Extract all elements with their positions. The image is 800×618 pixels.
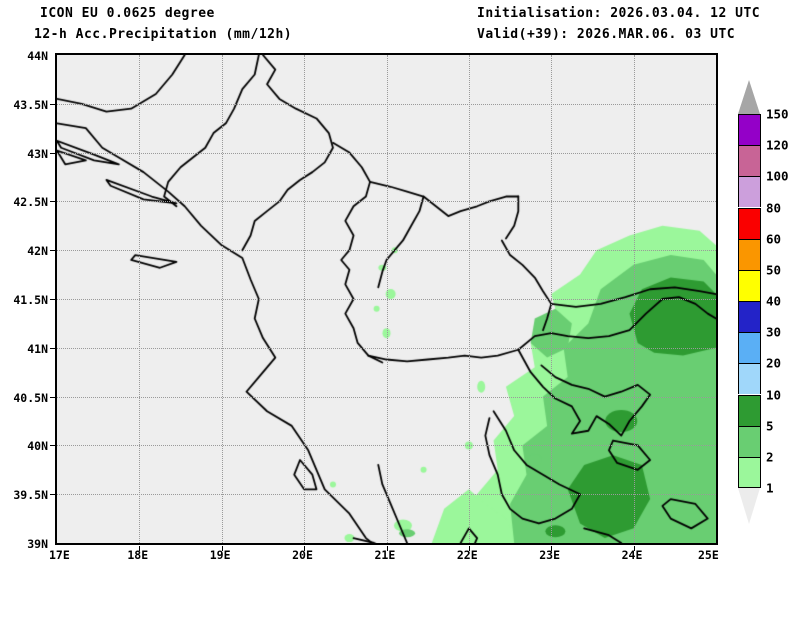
colorbar-tick-label: 50	[766, 262, 782, 278]
gridline-horizontal	[57, 299, 716, 300]
latitude-tick-mark	[50, 396, 55, 398]
latitude-tick-mark	[50, 445, 55, 447]
latitude-tick-mark	[50, 103, 55, 105]
latitude-tick-mark	[50, 299, 55, 300]
colorbar-tick-label: 30	[766, 324, 782, 340]
colorbar-tick-label: 120	[766, 137, 789, 153]
longitude-tick-mark	[304, 546, 306, 551]
longitude-tick-label: 19E	[209, 548, 231, 562]
colorbar-band	[738, 269, 761, 301]
latitude-tick-label: 39.5N	[13, 488, 48, 503]
colorbar-band	[738, 301, 761, 333]
gridline-horizontal	[57, 396, 716, 398]
latitude-tick-label: 42N	[27, 244, 48, 259]
latitude-tick-label: 43N	[27, 146, 48, 161]
colorbar-tick-label: 20	[766, 355, 782, 371]
gridline-horizontal	[57, 201, 716, 203]
initialisation-time: Initialisation: 2026.03.04. 12 UTC	[477, 6, 761, 21]
gridline-horizontal	[57, 347, 716, 349]
gridline-horizontal	[57, 445, 716, 447]
map-plot-area	[55, 53, 718, 545]
colorbar-band	[738, 332, 761, 364]
colorbar-tick-label: 60	[766, 231, 782, 247]
latitude-tick-label: 39N	[27, 537, 48, 551]
longitude-tick-label: 17E	[49, 548, 70, 562]
longitude-tick-mark	[386, 546, 388, 551]
longitude-tick-label: 20E	[292, 548, 313, 562]
latitude-tick-mark	[50, 347, 55, 349]
colorbar-tick-label: 40	[766, 293, 782, 309]
longitude-tick-label: 21E	[374, 548, 396, 562]
model-title: ICON EU 0.0625 degree	[40, 6, 215, 21]
colorbar-tick-label: 80	[766, 200, 782, 215]
latitude-tick-mark	[50, 250, 55, 252]
colorbar-band	[738, 425, 761, 457]
latitude-tick-label: 40N	[27, 439, 48, 454]
latitude-tick-label: 43.5N	[13, 97, 48, 112]
gridline-horizontal	[57, 152, 716, 154]
colorbar-tick-label: 1	[766, 480, 774, 496]
valid-time: Valid(+39): 2026.MAR.06. 03 UTC	[477, 27, 736, 42]
longitude-tick-mark	[139, 546, 141, 551]
colorbar-under-arrow	[738, 488, 760, 524]
longitude-tick-mark	[633, 546, 635, 551]
longitude-tick-label: 24E	[621, 548, 643, 562]
colorbar-band	[738, 456, 761, 488]
colorbar-band	[738, 363, 761, 395]
gridline-horizontal	[57, 250, 716, 252]
longitude-tick-label: 25E	[698, 548, 719, 562]
latitude-tick-mark	[50, 152, 55, 154]
latitude-tick-label: 40.5N	[13, 390, 48, 405]
latitude-tick-mark	[50, 201, 55, 203]
longitude-tick-mark	[468, 546, 470, 551]
colorbar-band	[738, 238, 761, 270]
longitude-tick-label: 18E	[127, 548, 149, 562]
colorbar-tick-label: 5	[766, 418, 774, 434]
longitude-tick-mark	[221, 546, 223, 551]
field-title: 12-h Acc.Precipitation (mm/12h)	[34, 27, 293, 42]
latitude-tick-label: 42.5N	[13, 195, 48, 210]
latitude-tick-label: 41.5N	[13, 293, 48, 307]
colorbar-band	[738, 207, 761, 239]
precipitation-colorbar	[738, 114, 761, 488]
colorbar-tick-label: 150	[766, 106, 789, 122]
latitude-tick-mark	[50, 494, 55, 496]
longitude-tick-label: 22E	[456, 548, 478, 562]
colorbar-band	[738, 394, 761, 426]
colorbar-band	[738, 176, 761, 208]
colorbar-band	[738, 114, 761, 146]
colorbar-tick-label: 2	[766, 449, 774, 465]
longitude-tick-label: 23E	[539, 548, 561, 562]
gridline-horizontal	[57, 494, 716, 496]
colorbar-tick-label: 100	[766, 168, 789, 184]
latitude-tick-label: 44N	[27, 49, 48, 63]
colorbar-tick-label: 10	[766, 387, 782, 402]
latitude-tick-label: 41N	[27, 341, 48, 356]
longitude-tick-mark	[551, 546, 553, 551]
gridline-horizontal	[57, 103, 716, 105]
colorbar-over-arrow	[738, 80, 760, 114]
colorbar-band	[738, 145, 761, 177]
